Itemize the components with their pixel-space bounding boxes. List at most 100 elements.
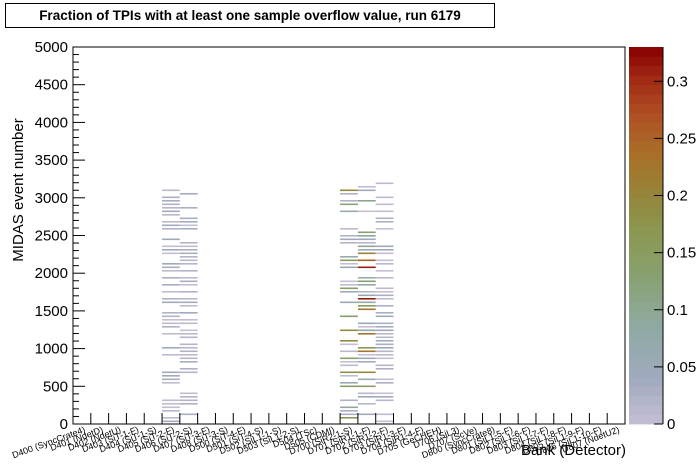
heatmap-cell [357,266,376,269]
heatmap-cell [162,210,180,213]
color-scale-step [629,395,663,406]
heatmap-cell [375,245,394,248]
heatmap-cell [179,329,198,332]
heatmap-cell [179,207,198,209]
heatmap-cell [375,336,394,339]
color-scale-step [629,131,663,142]
heatmap-cell [357,357,376,360]
heatmap-cell [179,357,198,360]
heatmap-cell [357,361,376,363]
y-tick-label: 500 [43,378,68,395]
color-scale-step [629,178,663,189]
heatmap-cell [340,235,358,237]
heatmap-cell [357,252,376,255]
heatmap-cell [375,221,394,223]
heatmap-cell [340,340,358,342]
color-scale-label: 0.15 [667,245,696,262]
heatmap-cell [357,298,376,300]
heatmap-cell [340,203,358,206]
heatmap-cell [340,242,358,244]
heatmap-cell [340,364,358,367]
heatmap-cell [162,207,180,209]
heatmap-cell [375,357,394,360]
heatmap-cell [375,294,394,297]
y-tick-label: 2000 [35,265,68,282]
heatmap-cell [375,305,394,307]
heatmap-cell [179,371,198,374]
color-scale-step [629,282,663,293]
y-tick-label: 1000 [35,341,68,358]
y-axis-title: MIDAS event number [10,118,27,261]
heatmap-cell [162,315,180,318]
color-scale-step [629,150,663,161]
heatmap-cell [375,340,394,342]
heatmap-cell [357,189,376,192]
heatmap-cell [179,259,198,262]
heatmap-cell [357,347,376,349]
y-axis: 0 500 1000 1500 2000 2500 3000 3500 4000 4500 5000 [35,39,85,433]
heatmap-cell [179,228,198,230]
heatmap-cell [357,210,376,213]
heatmap-cell [179,336,198,339]
heatmap-cell [179,399,198,402]
heatmap-cell [357,301,376,304]
heatmap-cell [357,259,376,262]
heatmap-cell [162,224,180,227]
heatmap-cell [357,245,376,248]
heatmap-cell [357,350,376,353]
color-scale-step [629,207,663,218]
color-scale-step [629,263,663,274]
y-tick-label: 3500 [35,152,68,169]
heatmap-cell [375,392,394,395]
heatmap-cell [340,266,358,269]
color-scale-step [629,310,663,321]
heatmap-cell [375,196,394,199]
heatmap-cell [340,315,358,318]
heatmap-cell [357,354,376,356]
heatmap-cell [179,312,198,314]
y-tick-label: 5000 [35,39,68,56]
heatmap-cell [375,413,394,416]
heatmap-cell [375,252,394,255]
heatmap-cell [340,259,358,262]
heatmap-cell [179,249,198,251]
heatmap-cell [162,322,180,325]
heatmap-cell [375,210,394,213]
heatmap-cell [357,396,376,398]
heatmap-cell [340,399,358,402]
heatmap-cell [162,410,180,412]
heatmap-cell [179,245,198,248]
heatmap-cell [340,210,358,213]
color-scale-step [629,216,663,227]
heatmap-cell [162,319,180,321]
heatmap-cell [162,200,180,202]
color-scale-step [629,235,663,246]
heatmap-cell [340,280,358,283]
heatmap-cell [162,277,180,279]
color-scale-step [629,273,663,284]
color-scale-step [629,320,663,331]
heatmap-cell [340,256,358,258]
heatmap-cell [162,382,180,384]
color-scale-step [629,141,663,152]
heatmap-cell [340,193,358,195]
color-scale-step [629,254,663,265]
heatmap-cell [340,382,358,384]
heatmap-cell [357,277,376,279]
heatmap-cell [375,315,394,318]
heatmap-cell [375,420,394,423]
y-tick-label: 4500 [35,77,68,94]
heatmap-cell [357,413,376,416]
color-scale-step [629,367,663,378]
heatmap-cell [179,354,198,356]
heatmap-cell [179,242,198,244]
heatmap-cell [162,347,180,349]
heatmap-cell [162,238,180,241]
heatmap-cell [357,235,376,237]
heatmap-cell [357,322,376,325]
heatmap-cell [162,403,180,405]
heatmap-cell [357,308,376,311]
heatmap-cell [162,291,180,293]
heatmap-cell [375,263,394,265]
heatmap-cell [162,189,180,192]
